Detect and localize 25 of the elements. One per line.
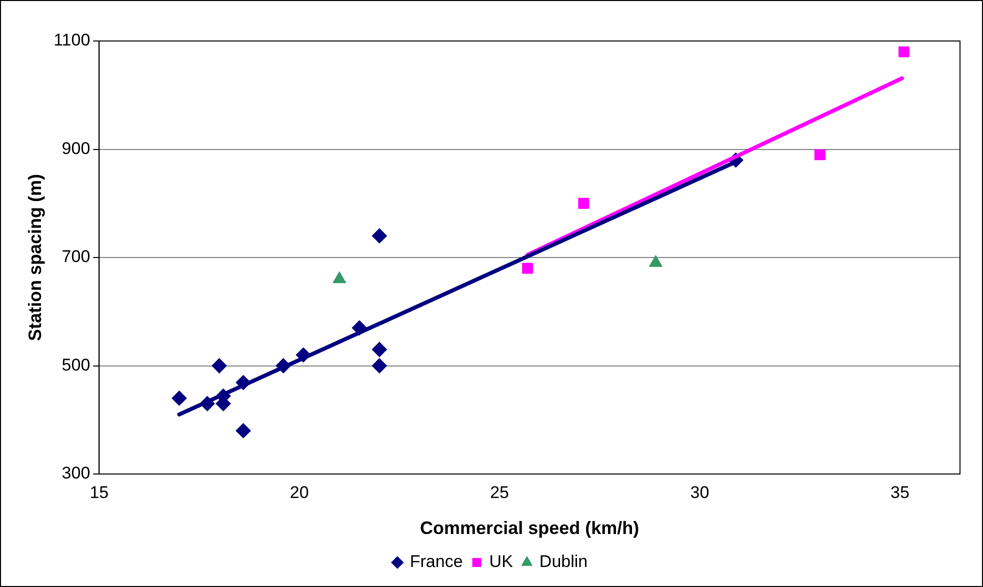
point — [212, 358, 227, 374]
y-axis-title: Station spacing (m) — [24, 174, 45, 342]
point — [372, 358, 387, 374]
y-tick-label: 300 — [62, 464, 90, 483]
point — [814, 149, 826, 160]
point — [522, 262, 534, 274]
point — [578, 198, 590, 209]
y-tick-label: 1100 — [54, 30, 90, 50]
point — [172, 390, 187, 406]
x-tick-label: 20 — [290, 482, 309, 502]
legend-label: UK — [489, 552, 514, 572]
y-tick-label: 700 — [62, 247, 90, 266]
point — [898, 46, 910, 58]
legend-label: Dublin — [539, 552, 588, 572]
x-tick-label: 15 — [90, 482, 109, 502]
x-tick-label: 25 — [490, 482, 510, 502]
x-tick-label: 30 — [690, 482, 710, 502]
legend-label: France — [410, 552, 463, 572]
y-tick-label: 900 — [62, 138, 90, 158]
y-tick-label: 500 — [62, 355, 90, 374]
x-axis-title: Commercial speed (km/h) — [420, 518, 640, 538]
point — [372, 228, 387, 244]
point — [236, 423, 251, 438]
x-tick-label: 35 — [890, 482, 910, 502]
point — [372, 342, 387, 358]
